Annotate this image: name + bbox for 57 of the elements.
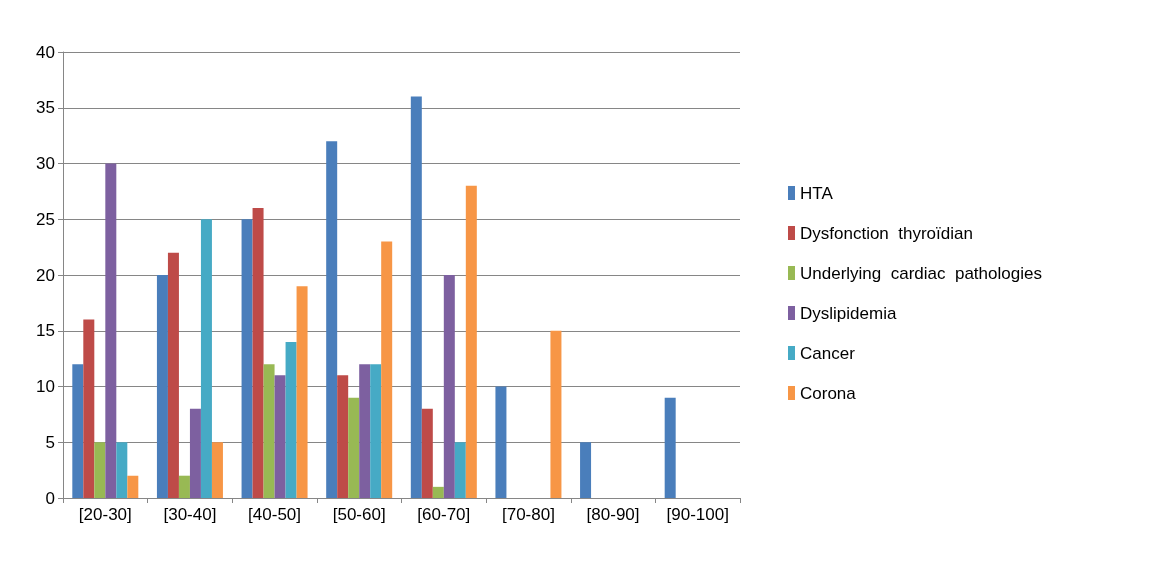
bar xyxy=(550,330,562,498)
legend-label: Cancer xyxy=(800,343,856,363)
y-tick-label: 5 xyxy=(45,432,55,452)
x-tick-label: [70-80] xyxy=(501,505,555,524)
y-tick-label: 20 xyxy=(36,265,55,285)
bar xyxy=(263,364,275,498)
bar xyxy=(359,364,371,498)
bar xyxy=(370,364,382,498)
x-tick-label: [40-50] xyxy=(248,505,302,524)
legend-label: Dyslipidemia xyxy=(800,303,897,323)
bar xyxy=(200,219,212,498)
bar xyxy=(664,397,676,498)
y-tick-label: 10 xyxy=(36,377,55,396)
bar xyxy=(211,442,223,498)
bar xyxy=(580,442,592,498)
bar xyxy=(348,397,360,498)
bar xyxy=(454,442,466,498)
bar xyxy=(94,442,106,498)
y-tick-label: 25 xyxy=(36,209,55,229)
bar xyxy=(105,163,117,498)
bar xyxy=(178,475,190,498)
y-tick-label: 35 xyxy=(36,98,55,118)
legend-label: Dysfonction thyroïdian xyxy=(800,223,973,243)
bar xyxy=(274,375,286,498)
y-tick-label: 30 xyxy=(36,154,55,173)
legend-label: HTA xyxy=(800,183,834,203)
y-tick-label: 15 xyxy=(36,321,55,341)
bar xyxy=(495,386,507,498)
bar xyxy=(72,364,84,498)
bar xyxy=(83,319,95,498)
legend-label: Underlying cardiac pathologies xyxy=(800,263,1042,283)
y-tick-label: 0 xyxy=(45,488,55,508)
bar xyxy=(381,241,393,498)
bar xyxy=(127,475,139,498)
bar xyxy=(241,219,253,498)
x-tick-label: [20-30] xyxy=(78,505,132,524)
x-tick-label: [30-40] xyxy=(163,505,217,524)
bar xyxy=(337,375,349,498)
bar xyxy=(252,208,264,498)
bar xyxy=(410,96,422,498)
bar xyxy=(421,408,433,498)
y-tick-label: 40 xyxy=(36,42,55,62)
bar xyxy=(432,486,444,498)
bar xyxy=(465,185,477,498)
bar xyxy=(296,286,308,498)
x-tick-label: [80-90] xyxy=(586,505,640,524)
x-tick-label: [60-70] xyxy=(417,505,471,524)
bar xyxy=(116,442,128,498)
legend-label: Corona xyxy=(800,383,857,403)
bar xyxy=(443,275,455,498)
bar xyxy=(156,275,168,498)
bar xyxy=(326,141,338,498)
bar xyxy=(285,341,297,498)
x-tick-label: [50-60] xyxy=(332,505,386,524)
bar xyxy=(167,252,179,498)
x-tick-label: [90-100] xyxy=(666,505,729,524)
bar xyxy=(189,408,201,498)
